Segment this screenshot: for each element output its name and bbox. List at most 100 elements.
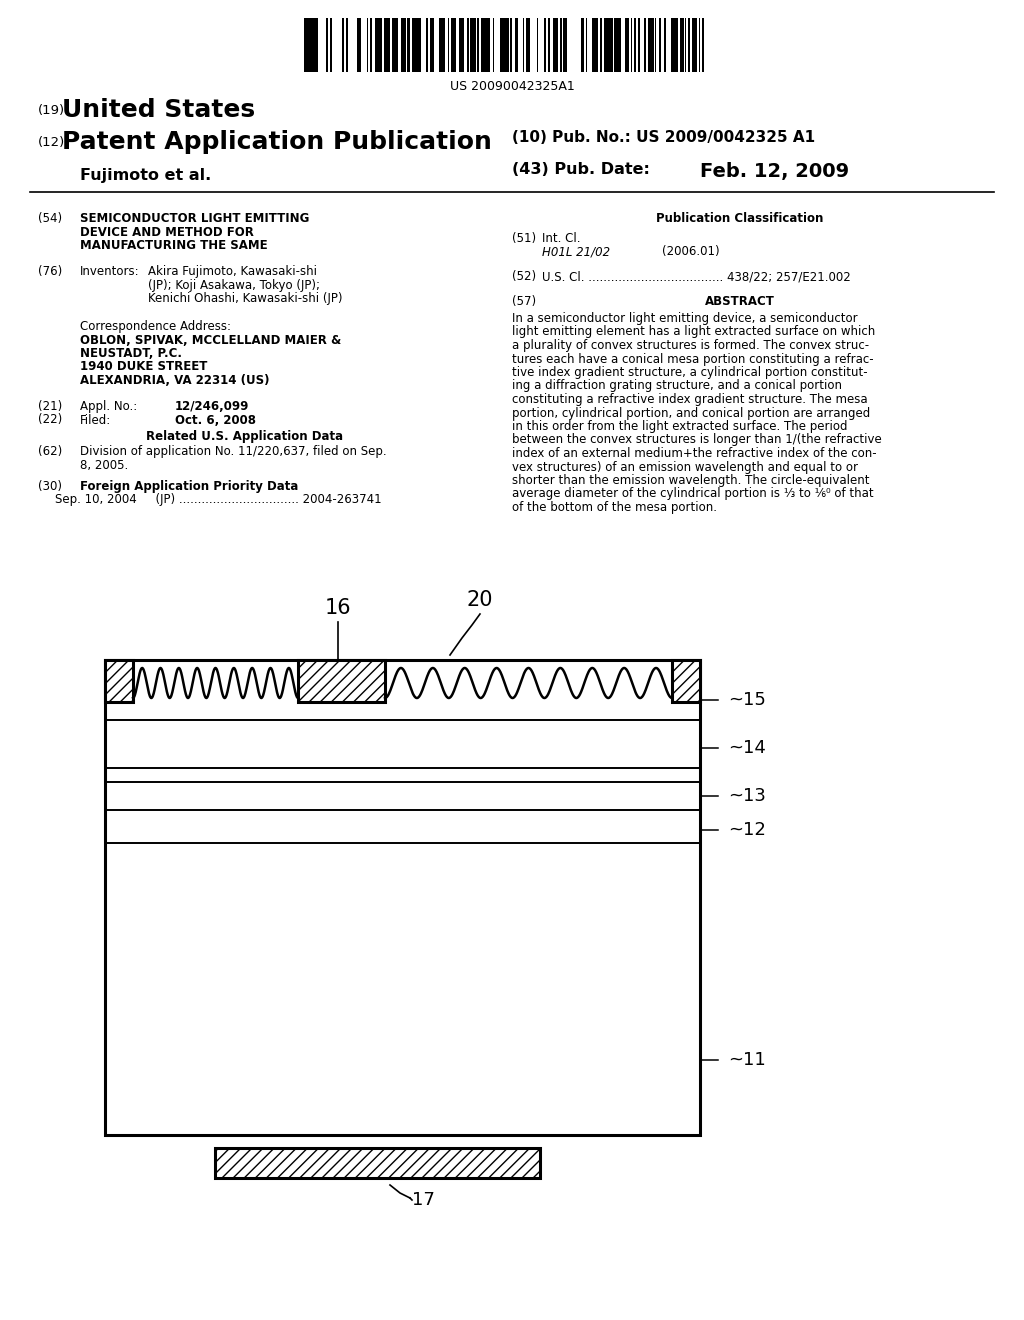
Bar bbox=[477, 18, 479, 73]
Bar bbox=[215, 1148, 540, 1177]
Text: Fujimoto et al.: Fujimoto et al. bbox=[80, 168, 211, 183]
Text: (12): (12) bbox=[38, 136, 66, 149]
Text: tures each have a conical mesa portion constituting a refrac-: tures each have a conical mesa portion c… bbox=[512, 352, 873, 366]
Text: Filed:: Filed: bbox=[80, 413, 112, 426]
Bar bbox=[105, 660, 133, 702]
Bar bbox=[616, 18, 617, 73]
Text: (57): (57) bbox=[512, 294, 537, 308]
Bar bbox=[537, 18, 539, 73]
Text: Int. Cl.: Int. Cl. bbox=[542, 232, 581, 246]
Text: (22): (22) bbox=[38, 413, 62, 426]
Bar bbox=[611, 18, 613, 73]
Text: (62): (62) bbox=[38, 445, 62, 458]
Text: H01L 21/02: H01L 21/02 bbox=[542, 246, 610, 259]
Text: (JP); Koji Asakawa, Tokyo (JP);: (JP); Koji Asakawa, Tokyo (JP); bbox=[148, 279, 319, 292]
Text: OBLON, SPIVAK, MCCLELLAND MAIER &: OBLON, SPIVAK, MCCLELLAND MAIER & bbox=[80, 334, 341, 346]
Text: Foreign Application Priority Data: Foreign Application Priority Data bbox=[80, 480, 298, 492]
Text: (21): (21) bbox=[38, 400, 62, 413]
Bar bbox=[378, 18, 380, 73]
Text: In a semiconductor light emitting device, a semiconductor: In a semiconductor light emitting device… bbox=[512, 312, 858, 325]
Bar bbox=[304, 18, 307, 73]
Bar bbox=[515, 18, 518, 73]
Bar bbox=[391, 18, 394, 73]
Bar bbox=[620, 18, 622, 73]
Text: ing a diffraction grating structure, and a conical portion: ing a diffraction grating structure, and… bbox=[512, 380, 842, 392]
Bar bbox=[672, 660, 700, 702]
Text: (52): (52) bbox=[512, 271, 537, 282]
Bar bbox=[685, 18, 686, 73]
Bar bbox=[298, 660, 385, 702]
Bar bbox=[485, 18, 487, 73]
Bar bbox=[581, 18, 584, 73]
Text: portion, cylindrical portion, and conical portion are arranged: portion, cylindrical portion, and conica… bbox=[512, 407, 870, 420]
Text: ~11: ~11 bbox=[728, 1051, 766, 1069]
Bar bbox=[699, 18, 700, 73]
Text: between the convex structures is longer than 1/(the refractive: between the convex structures is longer … bbox=[512, 433, 882, 446]
Bar bbox=[628, 18, 629, 73]
Bar bbox=[307, 18, 309, 73]
Bar bbox=[447, 18, 450, 73]
Text: 12/246,099: 12/246,099 bbox=[175, 400, 250, 413]
Bar bbox=[676, 18, 678, 73]
Bar bbox=[695, 18, 697, 73]
Bar bbox=[494, 18, 495, 73]
Bar bbox=[609, 18, 611, 73]
Bar bbox=[367, 18, 368, 73]
Bar bbox=[330, 18, 332, 73]
Bar bbox=[345, 18, 348, 73]
Text: ~14: ~14 bbox=[728, 739, 766, 756]
Bar bbox=[400, 18, 403, 73]
Text: Patent Application Publication: Patent Application Publication bbox=[62, 129, 492, 154]
Bar bbox=[473, 18, 475, 73]
Text: Sep. 10, 2004     (JP) ................................ 2004-263741: Sep. 10, 2004 (JP) .....................… bbox=[55, 494, 382, 507]
Bar bbox=[358, 18, 360, 73]
Bar bbox=[681, 18, 684, 73]
Bar bbox=[701, 18, 705, 73]
Text: (51): (51) bbox=[512, 232, 537, 246]
Bar bbox=[638, 18, 640, 73]
Bar bbox=[426, 18, 428, 73]
Bar bbox=[617, 18, 620, 73]
Text: (30): (30) bbox=[38, 480, 62, 492]
Bar bbox=[671, 18, 673, 73]
Text: ~12: ~12 bbox=[728, 821, 766, 840]
Bar bbox=[627, 18, 628, 73]
Text: MANUFACTURING THE SAME: MANUFACTURING THE SAME bbox=[80, 239, 267, 252]
Text: Appl. No.:: Appl. No.: bbox=[80, 400, 137, 413]
Bar bbox=[343, 18, 344, 73]
Bar bbox=[394, 18, 396, 73]
Bar bbox=[370, 18, 371, 73]
Bar bbox=[313, 18, 314, 73]
Bar bbox=[417, 18, 419, 73]
Bar bbox=[528, 18, 530, 73]
Text: 8, 2005.: 8, 2005. bbox=[80, 458, 128, 471]
Bar bbox=[644, 18, 646, 73]
Text: a plurality of convex structures is formed. The convex struc-: a plurality of convex structures is form… bbox=[512, 339, 869, 352]
Bar bbox=[500, 18, 501, 73]
Text: ~13: ~13 bbox=[728, 787, 766, 805]
Text: 16: 16 bbox=[325, 598, 351, 618]
Text: light emitting element has a light extracted surface on which: light emitting element has a light extra… bbox=[512, 326, 876, 338]
Text: Related U.S. Application Data: Related U.S. Application Data bbox=[146, 430, 344, 444]
Bar bbox=[326, 18, 329, 73]
Bar bbox=[604, 18, 607, 73]
Bar bbox=[673, 18, 674, 73]
Bar bbox=[565, 18, 567, 73]
Bar bbox=[384, 18, 386, 73]
Text: SEMICONDUCTOR LIGHT EMITTING: SEMICONDUCTOR LIGHT EMITTING bbox=[80, 213, 309, 224]
Bar bbox=[371, 18, 372, 73]
Text: (19): (19) bbox=[38, 104, 66, 117]
Bar bbox=[523, 18, 524, 73]
Text: (2006.01): (2006.01) bbox=[662, 246, 720, 259]
Bar bbox=[526, 18, 528, 73]
Text: shorter than the emission wavelength. The circle-equivalent: shorter than the emission wavelength. Th… bbox=[512, 474, 869, 487]
Bar bbox=[688, 18, 689, 73]
Bar bbox=[386, 18, 388, 73]
Bar bbox=[506, 18, 509, 73]
Bar bbox=[651, 18, 653, 73]
Text: average diameter of the cylindrical portion is ⅓ to ⅙⁰ of that: average diameter of the cylindrical port… bbox=[512, 487, 873, 500]
Bar bbox=[549, 18, 550, 73]
Bar bbox=[597, 18, 598, 73]
Bar bbox=[693, 18, 695, 73]
Bar bbox=[408, 18, 410, 73]
